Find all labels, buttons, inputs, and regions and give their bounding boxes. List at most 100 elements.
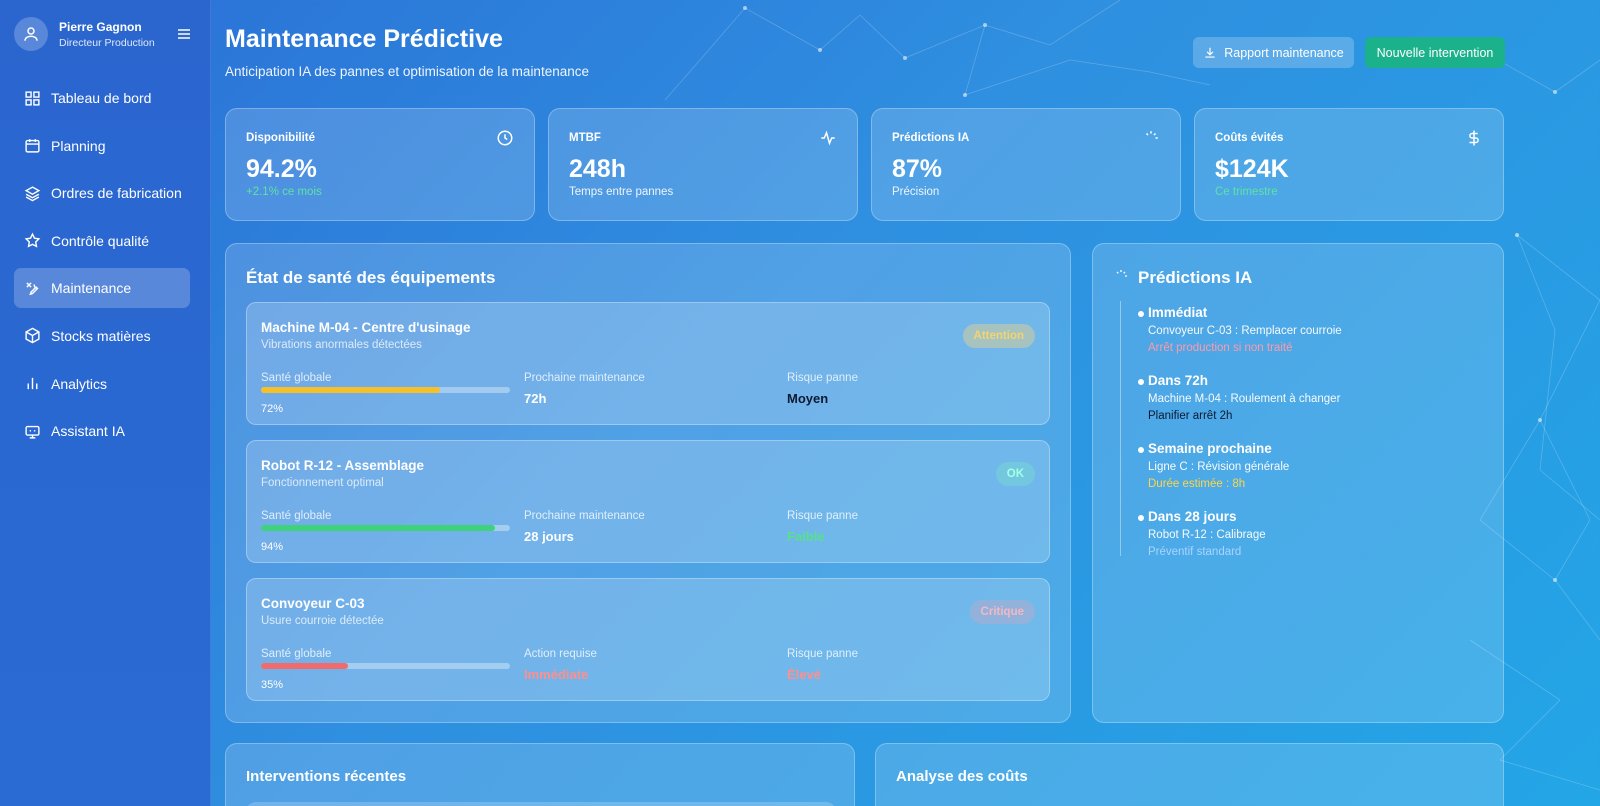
panel-title: État de santé des équipements (246, 268, 496, 287)
health-bar (261, 387, 510, 393)
bot-icon (25, 425, 40, 439)
sidebar-item-tableau-de-bord[interactable]: Tableau de bord (14, 78, 190, 118)
clock-icon (497, 130, 513, 146)
prediction-item[interactable]: Dans 72h Machine M-04 : Roulement à chan… (1138, 373, 1478, 422)
user-profile[interactable]: Pierre Gagnon Directeur Production (14, 17, 197, 51)
prediction-item[interactable]: Dans 28 jours Robot R-12 : Calibrage Pré… (1138, 509, 1478, 558)
star-icon (24, 232, 41, 248)
prediction-when: Dans 72h (1148, 373, 1209, 388)
equipment-card[interactable]: Convoyeur C-03 Usure courroie détectée C… (246, 578, 1050, 701)
cost-analysis-panel: Analyse des coûts (875, 743, 1504, 806)
sidebar: Pierre Gagnon Directeur Production Table… (0, 0, 211, 806)
equipment-card[interactable]: Robot R-12 - Assemblage Fonctionnement o… (246, 440, 1050, 563)
sidebar-item-label: Stocks matières (51, 327, 151, 344)
next-maintenance-label: Prochaine maintenance (524, 372, 645, 384)
sidebar-item-label: Tableau de bord (51, 90, 152, 106)
stat-label: MTBF (569, 132, 601, 144)
health-bar-fill (261, 387, 441, 393)
prediction-note: Préventif standard (1148, 546, 1242, 558)
stat-sub: Ce trimestre (1215, 186, 1278, 198)
timeline-dot (1138, 447, 1144, 453)
sidebar-item-controle-qualite[interactable]: Contrôle qualité (14, 221, 190, 261)
health-label: Santé globale (261, 372, 332, 384)
sidebar-item-analytics[interactable]: Analytics (14, 364, 190, 404)
new-intervention-button[interactable]: Nouvelle intervention (1365, 37, 1505, 68)
sidebar-item-stocks-matieres[interactable]: Stocks matières (14, 316, 190, 356)
stat-label: Prédictions IA (892, 132, 970, 144)
sidebar-item-assistant-ia[interactable]: Assistant IA (14, 411, 190, 451)
report-button[interactable]: Rapport maintenance (1193, 37, 1354, 68)
timeline-dot (1138, 515, 1144, 521)
page-subtitle: Anticipation IA des pannes et optimisati… (225, 64, 589, 79)
prediction-item[interactable]: Semaine prochaine Ligne C : Révision gén… (1138, 441, 1478, 490)
action-required-label: Action requise (524, 648, 597, 660)
prediction-what: Machine M-04 : Roulement à changer (1148, 393, 1341, 405)
intervention-row[interactable] (246, 802, 836, 806)
prediction-when: Immédiat (1148, 305, 1208, 320)
health-percent: 94% (261, 541, 284, 553)
panel-title: Analyse des coûts (896, 768, 1028, 785)
stat-value: 94.2% (246, 155, 317, 183)
dollar-icon (1469, 130, 1479, 146)
prediction-when: Semaine prochaine (1148, 441, 1272, 456)
sidebar-item-label: Maintenance (51, 280, 132, 297)
menu-icon[interactable] (176, 26, 192, 42)
avatar (14, 17, 48, 51)
prediction-what: Ligne C : Révision générale (1148, 461, 1290, 473)
equipment-health-panel: État de santé des équipements Machine M-… (225, 243, 1071, 723)
stat-label: Disponibilité (246, 132, 315, 144)
sidebar-item-planning[interactable]: Planning (14, 126, 190, 166)
prediction-what: Robot R-12 : Calibrage (1148, 529, 1266, 541)
stat-card-couts-evites: Coûts évités $124K Ce trimestre (1194, 108, 1504, 221)
sidebar-item-label: Assistant IA (51, 423, 125, 440)
sidebar-nav: Tableau de bord Planning Ordres de fabri… (14, 78, 190, 459)
next-maintenance-label: Prochaine maintenance (524, 510, 645, 522)
risk-value: Faible (787, 529, 825, 544)
layers-icon (24, 186, 41, 202)
sidebar-item-label: Ordres de fabrication (51, 185, 182, 202)
box-icon (25, 328, 40, 344)
health-percent: 35% (261, 679, 284, 691)
prediction-item[interactable]: Immédiat Convoyeur C-03 : Remplacer cour… (1138, 305, 1478, 354)
health-label: Santé globale (261, 648, 332, 660)
calendar-icon (25, 139, 40, 153)
user-name: Pierre Gagnon (59, 20, 142, 34)
equipment-name: Machine M-04 - Centre d'usinage (261, 320, 471, 335)
risk-value: Moyen (787, 391, 829, 406)
stat-sub: Temps entre pannes (569, 186, 674, 198)
equipment-card[interactable]: Machine M-04 - Centre d'usinage Vibratio… (246, 302, 1050, 425)
prediction-note: Durée estimée : 8h (1148, 478, 1246, 490)
panel-title: Prédictions IA (1138, 268, 1253, 287)
user-icon (24, 27, 38, 41)
health-bar-fill (261, 525, 496, 531)
equipment-desc: Fonctionnement optimal (261, 477, 384, 489)
prediction-note: Arrêt production si non traité (1148, 342, 1293, 354)
download-icon (1205, 47, 1215, 58)
timeline-dot (1138, 311, 1144, 317)
equipment-name: Convoyeur C-03 (261, 596, 365, 611)
report-button-label: Rapport maintenance (1224, 45, 1344, 60)
risk-label: Risque panne (787, 648, 858, 660)
health-bar-fill (261, 663, 349, 669)
sidebar-item-ordres-de-fabrication[interactable]: Ordres de fabrication (14, 173, 190, 213)
status-badge: OK (995, 462, 1035, 486)
loader-icon (1116, 270, 1127, 277)
prediction-note: Planifier arrêt 2h (1148, 410, 1233, 422)
sidebar-item-label: Planning (51, 137, 106, 154)
stat-card-mtbf: MTBF 248h Temps entre pannes (548, 108, 858, 221)
activity-icon (821, 130, 835, 146)
equipment-desc: Vibrations anormales détectées (261, 339, 422, 351)
health-bar (261, 525, 510, 531)
recent-interventions-panel: Interventions récentes (225, 743, 855, 806)
stat-sub: Précision (892, 186, 940, 198)
sidebar-item-maintenance[interactable]: Maintenance (14, 268, 190, 309)
stat-card-predictions: Prédictions IA 87% Précision (871, 108, 1181, 221)
equipment-name: Robot R-12 - Assemblage (261, 458, 425, 473)
health-bar (261, 663, 510, 669)
page-title: Maintenance Prédictive (225, 25, 503, 53)
sidebar-item-label: Contrôle qualité (51, 232, 150, 249)
equipment-desc: Usure courroie détectée (261, 615, 384, 627)
risk-label: Risque panne (787, 510, 858, 522)
stat-value: $124K (1215, 155, 1289, 183)
timeline-dot (1138, 379, 1144, 385)
